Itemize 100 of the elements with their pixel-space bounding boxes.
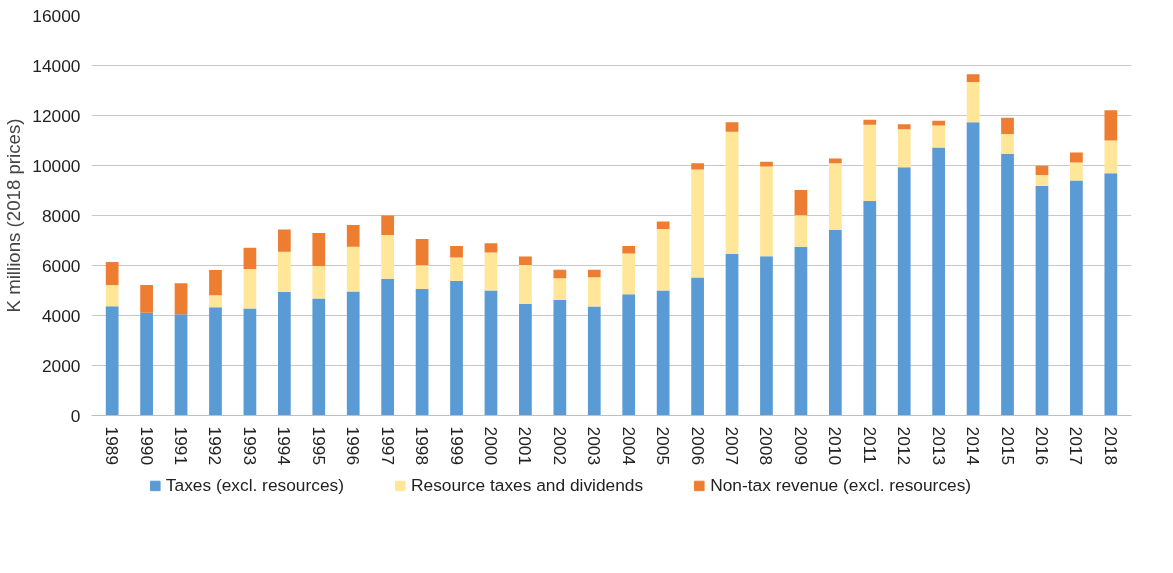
bar xyxy=(760,256,773,416)
bar xyxy=(1035,186,1049,416)
bar xyxy=(484,290,498,416)
y-tick-label: 10000 xyxy=(32,155,81,176)
bar xyxy=(863,201,877,416)
x-tick-label: 1989 xyxy=(102,426,123,466)
bar xyxy=(484,243,498,253)
bar xyxy=(725,131,739,254)
bar xyxy=(897,129,911,168)
bar xyxy=(553,278,567,300)
bar xyxy=(105,285,119,307)
bar xyxy=(553,300,567,416)
x-tick-label: 2011 xyxy=(859,426,880,464)
bar xyxy=(622,294,636,416)
bar xyxy=(794,215,808,247)
bar xyxy=(760,166,773,257)
bar xyxy=(415,239,429,266)
bar xyxy=(209,270,222,296)
x-tick-label: 2012 xyxy=(894,426,915,466)
x-tick-label: 1990 xyxy=(136,426,157,466)
bar xyxy=(897,124,911,130)
bar xyxy=(1035,165,1049,175)
bar xyxy=(312,298,326,416)
bar xyxy=(1001,134,1014,154)
x-tick-label: 1993 xyxy=(239,426,260,466)
y-tick-label: 8000 xyxy=(41,205,81,226)
bar xyxy=(519,265,532,304)
bar xyxy=(622,246,636,254)
bar xyxy=(415,265,429,289)
bar xyxy=(450,246,463,258)
bar xyxy=(1070,180,1083,416)
bar xyxy=(1001,117,1014,134)
bar xyxy=(243,247,257,269)
bar xyxy=(277,229,291,252)
bar xyxy=(209,295,222,308)
bar xyxy=(794,246,808,416)
bar xyxy=(140,312,153,416)
x-tick-label: 1998 xyxy=(412,426,433,466)
x-tick-label: 1995 xyxy=(308,426,329,466)
x-tick-label: 2005 xyxy=(653,426,674,466)
bar xyxy=(1070,162,1083,181)
bar xyxy=(656,229,670,291)
bar xyxy=(484,252,498,291)
bar xyxy=(1070,152,1083,163)
bar xyxy=(105,262,119,285)
bar xyxy=(863,124,877,201)
x-tick-label: 1992 xyxy=(205,426,226,466)
x-tick-label: 2000 xyxy=(480,426,501,466)
bar xyxy=(346,291,360,416)
bar xyxy=(277,251,291,292)
x-tick-label: 2003 xyxy=(584,426,605,466)
x-tick-label: 1997 xyxy=(377,426,398,466)
bar xyxy=(346,225,360,247)
bar xyxy=(966,74,980,82)
legend-label: Taxes (excl. resources) xyxy=(165,474,344,496)
x-tick-label: 2018 xyxy=(1100,426,1121,466)
bar xyxy=(863,119,877,125)
bar xyxy=(587,269,601,278)
y-tick-label: 2000 xyxy=(41,355,81,376)
bar xyxy=(966,122,980,416)
bar xyxy=(105,306,119,416)
x-tick-label: 2017 xyxy=(1066,426,1087,466)
x-tick-label: 2004 xyxy=(618,426,639,466)
y-tick-label: 16000 xyxy=(32,5,81,26)
x-tick-label: 1999 xyxy=(446,426,467,466)
bar xyxy=(794,190,808,216)
bar xyxy=(656,290,670,416)
x-tick-label: 2015 xyxy=(997,426,1018,466)
x-tick-label: 1994 xyxy=(274,426,295,466)
legend-label: Resource taxes and dividends xyxy=(410,474,644,496)
bar xyxy=(209,307,222,416)
bar xyxy=(725,254,739,416)
bar xyxy=(450,281,463,416)
bar xyxy=(312,233,326,266)
bar xyxy=(519,256,532,265)
bar xyxy=(966,82,980,123)
bar xyxy=(312,266,326,299)
x-tick-label: 2001 xyxy=(515,426,536,466)
bar xyxy=(140,285,153,313)
x-tick-label: 2002 xyxy=(549,426,570,466)
bar xyxy=(1104,173,1118,416)
bar xyxy=(450,257,463,281)
bar xyxy=(415,289,429,416)
y-axis-title: K millions (2018 prices) xyxy=(3,118,25,313)
y-tick-label: 12000 xyxy=(32,105,81,126)
bar xyxy=(1104,110,1118,141)
bar xyxy=(587,277,601,307)
bar xyxy=(828,163,842,230)
x-tick-label: 2008 xyxy=(756,426,777,466)
bar xyxy=(553,269,567,279)
bar xyxy=(828,230,842,416)
bar xyxy=(587,306,601,416)
bar xyxy=(760,161,773,167)
bar xyxy=(381,278,395,416)
bar xyxy=(346,246,360,292)
bar xyxy=(897,167,911,416)
bar xyxy=(243,269,257,309)
x-tick-label: 2006 xyxy=(687,426,708,466)
bar xyxy=(1035,175,1049,186)
bar xyxy=(622,253,636,295)
